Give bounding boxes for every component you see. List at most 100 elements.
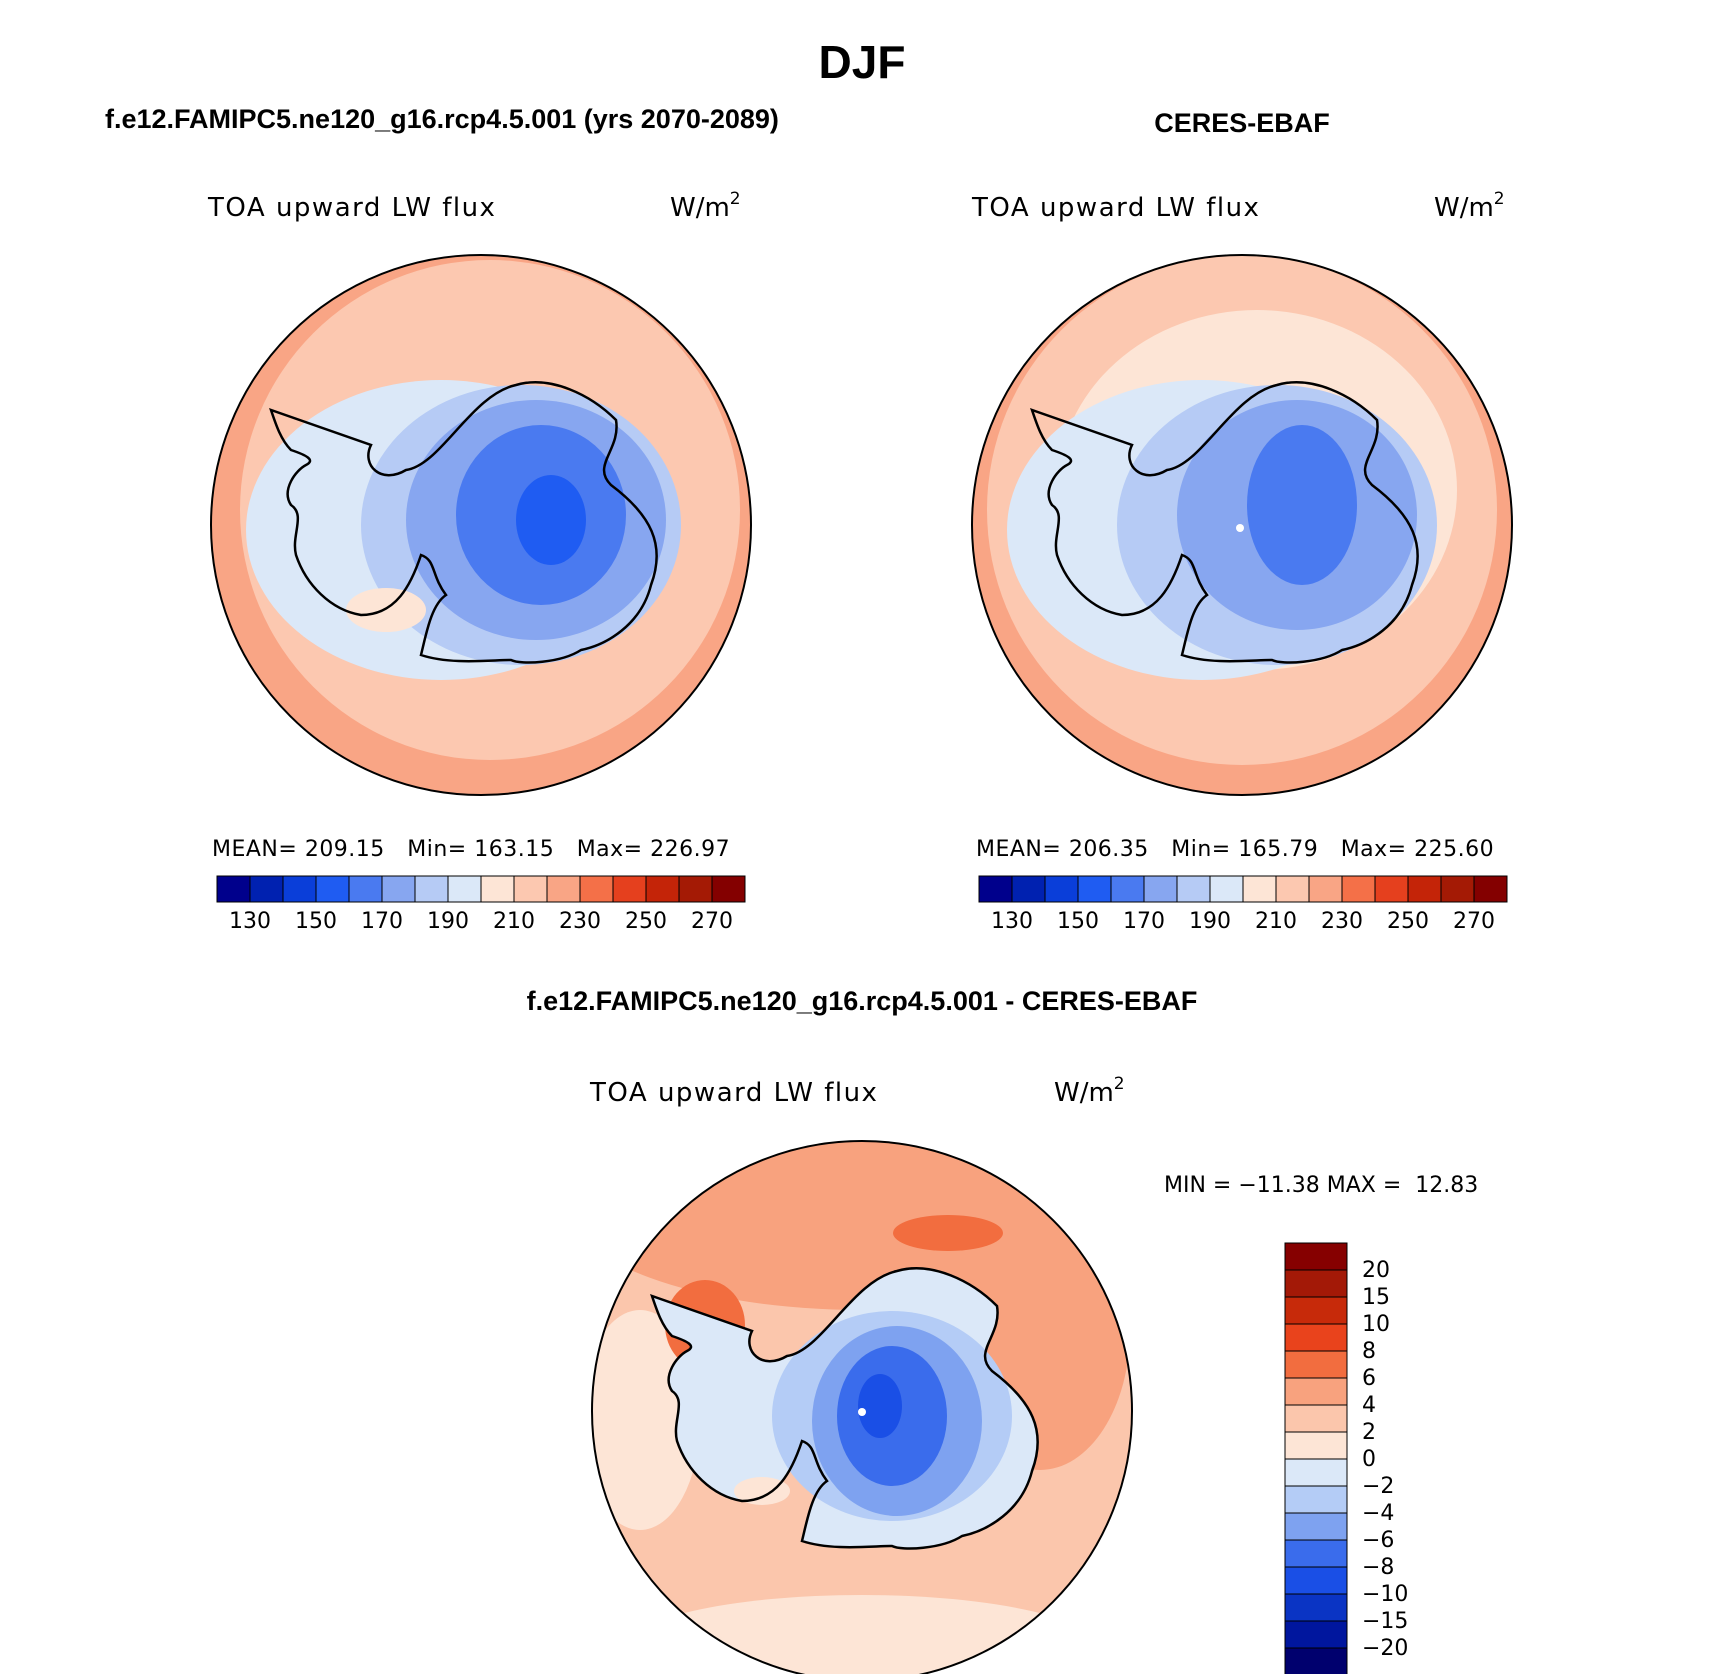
colorbar-label: 170 <box>1123 909 1165 934</box>
panel-obs-stats: MEAN= 206.35 Min= 165.79 Max= 225.60 <box>976 837 1494 862</box>
panel-model-title: f.e12.FAMIPC5.ne120_g16.rcp4.5.001 (yrs … <box>105 104 779 134</box>
colorbar-label: −4 <box>1362 1501 1394 1526</box>
colorbar-label: −10 <box>1362 1582 1408 1607</box>
colorbar-label: 10 <box>1362 1312 1390 1337</box>
map-obs <box>972 255 1512 795</box>
colorbar-swatch <box>447 875 482 903</box>
colorbar-label: 130 <box>229 909 271 934</box>
colorbar-label: 210 <box>1255 909 1297 934</box>
colorbar-swatch <box>381 875 416 903</box>
colorbar-swatch <box>348 875 383 903</box>
map-model-boundary <box>210 254 752 796</box>
colorbar-swatch <box>1308 875 1343 903</box>
colorbar-label: 130 <box>991 909 1033 934</box>
panel-model: f.e12.FAMIPC5.ne120_g16.rcp4.5.001 (yrs … <box>105 104 779 934</box>
colorbar-swatch <box>1143 875 1178 903</box>
colorbar-swatch <box>978 875 1013 903</box>
colorbar-label: 4 <box>1362 1393 1376 1418</box>
colorbar-label: −15 <box>1362 1609 1408 1634</box>
colorbar-label: −20 <box>1362 1636 1408 1661</box>
colorbar-swatch <box>1284 1404 1348 1433</box>
panel-diff-variable: TOA upward LW flux <box>589 1078 878 1108</box>
colorbar-diff <box>1284 1242 1348 1674</box>
panel-model-stats: MEAN= 209.15 Min= 163.15 Max= 226.97 <box>212 837 730 862</box>
colorbar-label: 190 <box>1189 909 1231 934</box>
colorbar-label: 15 <box>1362 1285 1390 1310</box>
colorbar-swatch <box>1284 1566 1348 1595</box>
colorbar-swatch <box>612 875 647 903</box>
colorbar-swatch <box>1440 875 1475 903</box>
colorbar-swatch <box>1473 875 1508 903</box>
colorbar-swatch <box>1284 1512 1348 1541</box>
colorbar-label: 210 <box>493 909 535 934</box>
colorbar-swatch <box>1374 875 1409 903</box>
panel-model-units-base: W/m <box>670 193 730 223</box>
colorbar-label: 270 <box>1453 909 1495 934</box>
colorbar-label: 150 <box>1057 909 1099 934</box>
colorbar-label: 230 <box>1321 909 1363 934</box>
panel-obs-units: W/m2 <box>1434 189 1505 223</box>
colorbar-swatch <box>1284 1377 1348 1406</box>
colorbar-swatch <box>1011 875 1046 903</box>
colorbar-obs-labels: 130 150 170 190 210 230 250 270 <box>991 909 1495 934</box>
colorbar-swatch <box>1242 875 1277 903</box>
colorbar-swatch <box>1341 875 1376 903</box>
colorbar-swatch <box>1284 1269 1348 1298</box>
colorbar-label: −6 <box>1362 1528 1394 1553</box>
colorbar-swatch <box>216 875 251 903</box>
panel-obs-title: CERES-EBAF <box>1154 108 1330 138</box>
map-diff-boundary <box>591 1140 1133 1674</box>
panel-diff-units-base: W/m <box>1054 1078 1114 1108</box>
colorbar-swatch <box>1284 1593 1348 1622</box>
panel-diff-units: W/m2 <box>1054 1074 1125 1108</box>
panel-obs-units-base: W/m <box>1434 193 1494 223</box>
colorbar-swatch <box>1284 1323 1348 1352</box>
colorbar-swatch <box>645 875 680 903</box>
colorbar-swatch <box>249 875 284 903</box>
panel-model-units-exp: 2 <box>730 189 741 209</box>
colorbar-swatch <box>1284 1539 1348 1568</box>
colorbar-swatch <box>678 875 713 903</box>
colorbar-label: 6 <box>1362 1366 1376 1391</box>
colorbar-label: 150 <box>295 909 337 934</box>
figure-title: DJF <box>819 36 906 88</box>
colorbar-swatch <box>546 875 581 903</box>
colorbar-swatch <box>1110 875 1145 903</box>
panel-model-units: W/m2 <box>670 189 741 223</box>
colorbar-swatch <box>1284 1296 1348 1325</box>
colorbar-label: 250 <box>625 909 667 934</box>
panel-obs-variable: TOA upward LW flux <box>971 193 1260 223</box>
colorbar-swatch <box>1284 1620 1348 1649</box>
map-obs-boundary <box>971 254 1513 796</box>
colorbar-label: 190 <box>427 909 469 934</box>
colorbar-model <box>216 875 746 903</box>
colorbar-label: 170 <box>361 909 403 934</box>
colorbar-label: 0 <box>1362 1447 1376 1472</box>
colorbar-swatch <box>1176 875 1211 903</box>
colorbar-label: 270 <box>691 909 733 934</box>
panel-diff-units-exp: 2 <box>1114 1074 1125 1094</box>
colorbar-label: 230 <box>559 909 601 934</box>
colorbar-swatch <box>1407 875 1442 903</box>
panel-model-variable: TOA upward LW flux <box>207 193 496 223</box>
panel-obs: CERES-EBAF TOA upward LW flux W/m2 MEAN=… <box>971 108 1513 934</box>
colorbar-label: −2 <box>1362 1474 1394 1499</box>
colorbar-swatch <box>282 875 317 903</box>
panel-diff-title: f.e12.FAMIPC5.ne120_g16.rcp4.5.001 - CER… <box>527 986 1198 1016</box>
colorbar-swatch <box>1044 875 1079 903</box>
colorbar-obs <box>978 875 1508 903</box>
colorbar-label: −8 <box>1362 1555 1394 1580</box>
colorbar-swatch <box>315 875 350 903</box>
colorbar-swatch <box>1284 1242 1348 1271</box>
colorbar-model-labels: 130 150 170 190 210 230 250 270 <box>229 909 733 934</box>
colorbar-label: 250 <box>1387 909 1429 934</box>
panel-diff: f.e12.FAMIPC5.ne120_g16.rcp4.5.001 - CER… <box>527 986 1478 1674</box>
colorbar-diff-labels: 20 15 10 8 6 4 2 0 −2 −4 −6 −8 −10 −15 −… <box>1362 1258 1408 1661</box>
colorbar-swatch <box>1284 1350 1348 1379</box>
map-model <box>211 255 751 795</box>
colorbar-label: 20 <box>1362 1258 1390 1283</box>
colorbar-swatch <box>579 875 614 903</box>
colorbar-swatch <box>1284 1485 1348 1514</box>
colorbar-swatch <box>1284 1431 1348 1460</box>
